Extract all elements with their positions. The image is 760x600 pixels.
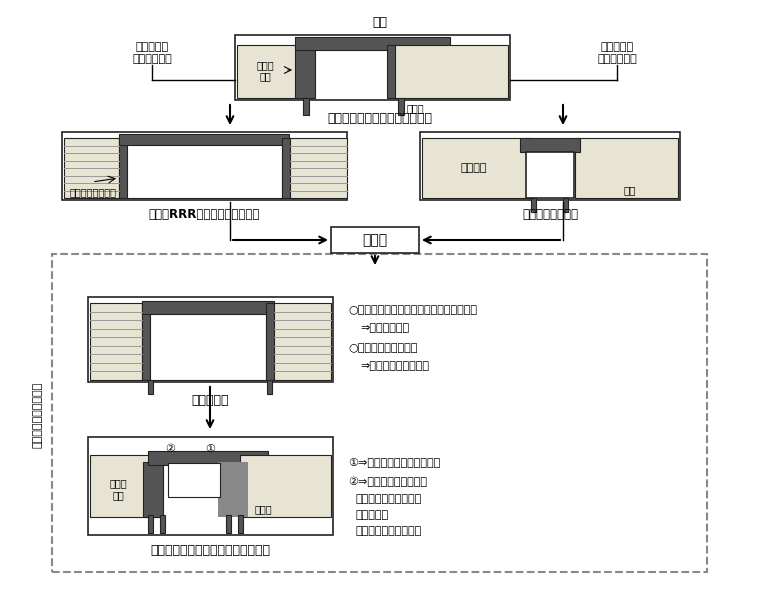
- Bar: [520, 138, 580, 152]
- Bar: [238, 515, 243, 533]
- Bar: [398, 98, 404, 115]
- Text: ○橋台と橋桁の一体化: ○橋台と橋桁の一体化: [348, 343, 417, 353]
- Text: 橋台: 橋台: [112, 490, 124, 500]
- Text: ⇒　インテグラル橋梁: ⇒ インテグラル橋梁: [360, 361, 429, 371]
- Bar: [119, 138, 127, 198]
- Bar: [303, 98, 309, 115]
- Bar: [119, 134, 289, 145]
- Bar: [142, 303, 150, 380]
- Bar: [422, 138, 532, 198]
- Bar: [526, 152, 574, 198]
- Text: ・類枕補強: ・類枕補強: [356, 510, 389, 520]
- Text: 融　合: 融 合: [363, 233, 388, 247]
- Text: ・ＰＣ鋼棒緊張　など: ・ＰＣ鋼棒緊張 など: [356, 526, 423, 536]
- Bar: [142, 301, 274, 314]
- Bar: [295, 37, 450, 50]
- Text: 諸問題を解決: 諸問題を解決: [132, 54, 172, 64]
- Bar: [295, 45, 315, 98]
- Bar: [127, 145, 282, 198]
- Text: 新設タイプ: 新設タイプ: [192, 394, 229, 407]
- Bar: [390, 45, 508, 98]
- Bar: [563, 198, 568, 212]
- Text: 主に橋梁の: 主に橋梁の: [600, 42, 634, 52]
- Bar: [52, 254, 707, 572]
- Text: 老朽橋梁再生のリニューアルタイプ: 老朽橋梁再生のリニューアルタイプ: [150, 545, 270, 557]
- Bar: [387, 45, 395, 98]
- Text: ②: ②: [165, 444, 175, 454]
- Text: 基盤: 基盤: [624, 185, 636, 195]
- Text: 重力式: 重力式: [109, 478, 127, 488]
- Text: 諸問題を解決: 諸問題を解決: [597, 54, 637, 64]
- Bar: [274, 303, 331, 380]
- Bar: [218, 462, 248, 517]
- Bar: [240, 455, 331, 517]
- Bar: [148, 380, 153, 394]
- Text: ジオテキスタイル: ジオテキスタイル: [70, 187, 117, 197]
- Text: 橋桁: 橋桁: [372, 16, 388, 28]
- Text: 補強土併用一体化橋梁: 補強土併用一体化橋梁: [33, 382, 43, 448]
- Bar: [282, 138, 290, 198]
- Text: 背面盛土: 背面盛土: [461, 163, 487, 173]
- Text: ①: ①: [205, 444, 215, 454]
- Bar: [148, 451, 268, 465]
- Bar: [64, 138, 119, 198]
- Text: ①⇒　ラディッシュアンカー: ①⇒ ラディッシュアンカー: [348, 457, 440, 467]
- Text: 主に盛土の: 主に盛土の: [135, 42, 169, 52]
- Text: ②⇒　後付けラーメン化: ②⇒ 後付けラーメン化: [348, 477, 427, 487]
- Bar: [148, 515, 153, 533]
- Text: 従来の重力式橋台を有する橋梁: 従来の重力式橋台を有する橋梁: [328, 112, 432, 124]
- Bar: [266, 303, 274, 380]
- Text: 重力式: 重力式: [256, 60, 274, 70]
- Bar: [235, 35, 510, 100]
- Bar: [88, 297, 333, 382]
- Text: ○盛土の補強ならびに橋台と盛土の一体化: ○盛土の補強ならびに橋台と盛土の一体化: [348, 305, 477, 315]
- Text: 杭基礎: 杭基礎: [407, 103, 425, 113]
- Bar: [90, 455, 160, 517]
- Bar: [420, 132, 680, 200]
- Bar: [331, 227, 419, 253]
- Bar: [90, 303, 142, 380]
- Text: ・コンクリート巻立て: ・コンクリート巻立て: [356, 494, 423, 504]
- Bar: [531, 198, 536, 212]
- Bar: [143, 462, 163, 517]
- Text: 杭基礎: 杭基礎: [254, 504, 272, 514]
- Bar: [267, 380, 272, 394]
- Bar: [62, 132, 347, 200]
- Bar: [168, 463, 220, 497]
- Bar: [237, 45, 309, 98]
- Bar: [290, 138, 347, 198]
- Text: インテグラル橋梁: インテグラル橋梁: [522, 208, 578, 220]
- Text: ⇒　ＲＲＲ工法: ⇒ ＲＲＲ工法: [360, 323, 409, 333]
- Bar: [575, 138, 678, 198]
- Bar: [88, 437, 333, 535]
- Text: 橋台にRRR工法を応用した橋梁: 橋台にRRR工法を応用した橋梁: [148, 208, 260, 220]
- Bar: [150, 314, 266, 380]
- Bar: [226, 515, 231, 533]
- Text: 橋台: 橋台: [259, 71, 271, 81]
- Bar: [160, 515, 165, 533]
